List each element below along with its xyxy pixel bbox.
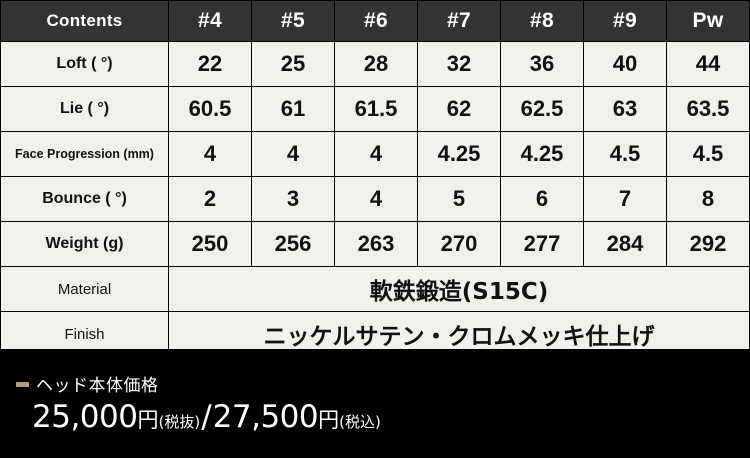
cell-weight-pw: 292 [666,221,750,267]
column-header-club-9: #9 [583,0,667,42]
cell-bounce-4: 2 [168,176,252,222]
price-amount-excluding-tax: 25,000 [32,399,138,435]
table-row-lie: Lie ( °) 60.5 61 61.5 62 62.5 63 63.5 [0,86,750,132]
cell-bounce-8: 6 [500,176,584,222]
cell-lie-9: 63 [583,86,667,132]
column-header-club-4: #4 [168,0,252,42]
yen-symbol-including-tax: 円 [318,408,340,432]
cell-weight-6: 263 [334,221,418,267]
cell-fp-5: 4 [251,131,335,177]
price-block: ヘッド本体価格 25,000円(税抜)/27,500円(税込) [0,349,750,458]
cell-loft-6: 28 [334,41,418,87]
cell-fp-4: 4 [168,131,252,177]
cell-loft-5: 25 [251,41,335,87]
cell-fp-pw: 4.5 [666,131,750,177]
price-title: ヘッド本体価格 [36,376,159,396]
cell-weight-9: 284 [583,221,667,267]
table-row-bounce: Bounce ( °) 2 3 4 5 6 7 8 [0,176,750,222]
row-label-weight: Weight (g) [0,221,169,267]
row-label-face-progression: Face Progression (mm) [0,131,169,177]
yen-symbol-excluding-tax: 円 [137,408,159,432]
cell-weight-5: 256 [251,221,335,267]
dash-bullet-icon [16,382,29,387]
price-amount-including-tax: 27,500 [212,399,319,435]
cell-lie-pw: 63.5 [666,86,750,132]
cell-lie-5: 61 [251,86,335,132]
cell-fp-6: 4 [334,131,418,177]
price-separator: / [201,399,212,435]
column-header-contents: Contents [0,0,169,42]
cell-loft-8: 36 [500,41,584,87]
cell-lie-4: 60.5 [168,86,252,132]
specifications-table: Contents #4 #5 #6 #7 #8 #9 Pw Loft ( °) … [0,0,750,357]
tax-note-including: (税込) [339,413,381,431]
tax-note-excluding: (税抜) [158,413,201,431]
cell-lie-6: 61.5 [334,86,418,132]
price-amount-row: 25,000円(税抜)/27,500円(税込) [32,399,381,435]
column-header-club-8: #8 [500,0,584,42]
cell-fp-9: 4.5 [583,131,667,177]
column-header-club-pw: Pw [666,0,750,42]
cell-weight-7: 270 [417,221,501,267]
cell-fp-7: 4.25 [417,131,501,177]
table-row-loft: Loft ( °) 22 25 28 32 36 40 44 [0,41,750,87]
cell-bounce-6: 4 [334,176,418,222]
cell-loft-9: 40 [583,41,667,87]
column-header-club-7: #7 [417,0,501,42]
cell-bounce-9: 7 [583,176,667,222]
cell-bounce-pw: 8 [666,176,750,222]
cell-weight-4: 250 [168,221,252,267]
table-header-row: Contents #4 #5 #6 #7 #8 #9 Pw [0,0,750,42]
row-label-material: Material [0,266,169,312]
table-row-face-progression: Face Progression (mm) 4 4 4 4.25 4.25 4.… [0,131,750,177]
row-label-bounce: Bounce ( °) [0,176,169,222]
cell-loft-pw: 44 [666,41,750,87]
column-header-club-6: #6 [334,0,418,42]
spec-table-container: Contents #4 #5 #6 #7 #8 #9 Pw Loft ( °) … [0,0,750,357]
cell-lie-8: 62.5 [500,86,584,132]
column-header-club-5: #5 [251,0,335,42]
price-title-row: ヘッド本体価格 [16,371,159,396]
cell-material-value: 軟鉄鍛造(S15C) [168,266,750,312]
row-label-loft: Loft ( °) [0,41,169,87]
cell-bounce-5: 3 [251,176,335,222]
cell-weight-8: 277 [500,221,584,267]
cell-loft-7: 32 [417,41,501,87]
cell-loft-4: 22 [168,41,252,87]
cell-fp-8: 4.25 [500,131,584,177]
row-label-lie: Lie ( °) [0,86,169,132]
cell-bounce-7: 5 [417,176,501,222]
table-row-material: Material 軟鉄鍛造(S15C) [0,266,750,312]
cell-lie-7: 62 [417,86,501,132]
table-row-weight: Weight (g) 250 256 263 270 277 284 292 [0,221,750,267]
